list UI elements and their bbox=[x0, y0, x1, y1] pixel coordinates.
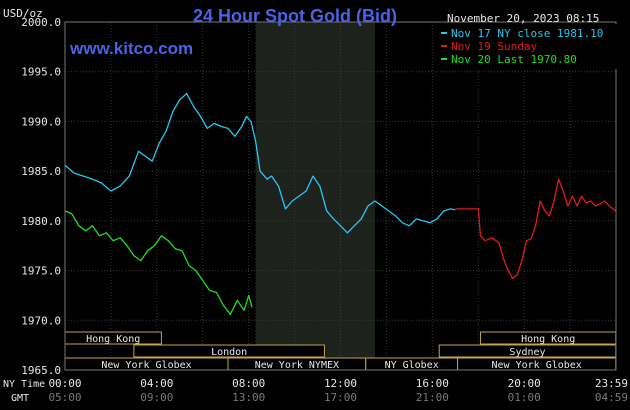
x-tick-label-gmt: 09:00 bbox=[140, 391, 173, 404]
trading-sessions: Hong Kong Hong Kong London Sydney New York G… bbox=[64, 331, 617, 371]
y-tick-label: 1990.0 bbox=[21, 115, 61, 128]
watermark: www.kitco.com bbox=[69, 39, 193, 58]
y-tick-label: 1980.0 bbox=[21, 215, 61, 228]
session-label: London bbox=[211, 347, 247, 358]
session-label: New York NYMEX bbox=[255, 360, 339, 371]
y-tick-label: 1995.0 bbox=[21, 66, 61, 79]
y-tick-label: 1970.0 bbox=[21, 314, 61, 327]
legend-box bbox=[437, 24, 618, 69]
session-label: New York Globex bbox=[101, 360, 191, 371]
legend-entry: Nov 20 Last 1970.80 bbox=[451, 53, 577, 66]
session-label: New York Globex bbox=[492, 360, 582, 371]
chart-title: 24 Hour Spot Gold (Bid) bbox=[193, 6, 397, 26]
legend-entry: Nov 17 NY close 1981.10 bbox=[451, 27, 603, 40]
x-tick-label-gmt: 01:00 bbox=[508, 391, 541, 404]
y-tick-label: 1965.0 bbox=[21, 364, 61, 377]
series-line-0 bbox=[64, 92, 456, 234]
x-tick-label-ny: 12:00 bbox=[324, 377, 357, 390]
x-tick-label-ny: 23:59 bbox=[595, 377, 628, 390]
series-line-1 bbox=[455, 178, 617, 280]
y-axis-tick-labels: 2000.0 1995.0 1990.0 1985.0 1980.0 1975.0 1970… bbox=[21, 16, 61, 377]
ny-time-row-label: NY Time bbox=[3, 379, 45, 390]
x-tick-label-ny: 20:00 bbox=[508, 377, 541, 390]
x-tick-label-ny: 08:00 bbox=[232, 377, 265, 390]
session-label: NY Globex bbox=[385, 360, 439, 371]
x-tick-label-gmt: 21:00 bbox=[416, 391, 449, 404]
gmt-row-label: GMT bbox=[11, 393, 29, 404]
x-tick-label-gmt: 17:00 bbox=[324, 391, 357, 404]
series-line-2 bbox=[64, 210, 253, 315]
x-tick-label-gmt: 04:59 bbox=[595, 391, 628, 404]
legend-entry: Nov 19 Sunday bbox=[451, 40, 537, 53]
x-axis-tick-labels: 00:00 04:00 08:00 12:00 16:00 20:00 23:59 05:00… bbox=[48, 377, 628, 404]
session-bar bbox=[133, 344, 325, 358]
x-tick-label-gmt: 05:00 bbox=[48, 391, 81, 404]
y-tick-label: 2000.0 bbox=[21, 16, 61, 29]
y-tick-label: 1985.0 bbox=[21, 165, 61, 178]
x-tick-label-ny: 04:00 bbox=[140, 377, 173, 390]
x-tick-label-ny: 00:00 bbox=[48, 377, 81, 390]
session-label: Hong Kong bbox=[86, 334, 140, 345]
session-label: Sydney bbox=[509, 347, 545, 358]
x-tick-label-gmt: 13:00 bbox=[232, 391, 265, 404]
grid-lines bbox=[65, 22, 616, 370]
price-series bbox=[64, 92, 617, 315]
session-label: Hong Kong bbox=[521, 334, 575, 345]
plot-frame bbox=[64, 21, 617, 371]
nymex-shaded-region bbox=[255, 22, 375, 370]
date-label: November 20, 2023 08:15 bbox=[447, 12, 599, 25]
y-tick-label: 1975.0 bbox=[21, 265, 61, 278]
x-tick-label-ny: 16:00 bbox=[416, 377, 449, 390]
unit-label: USD/oz bbox=[3, 7, 43, 20]
